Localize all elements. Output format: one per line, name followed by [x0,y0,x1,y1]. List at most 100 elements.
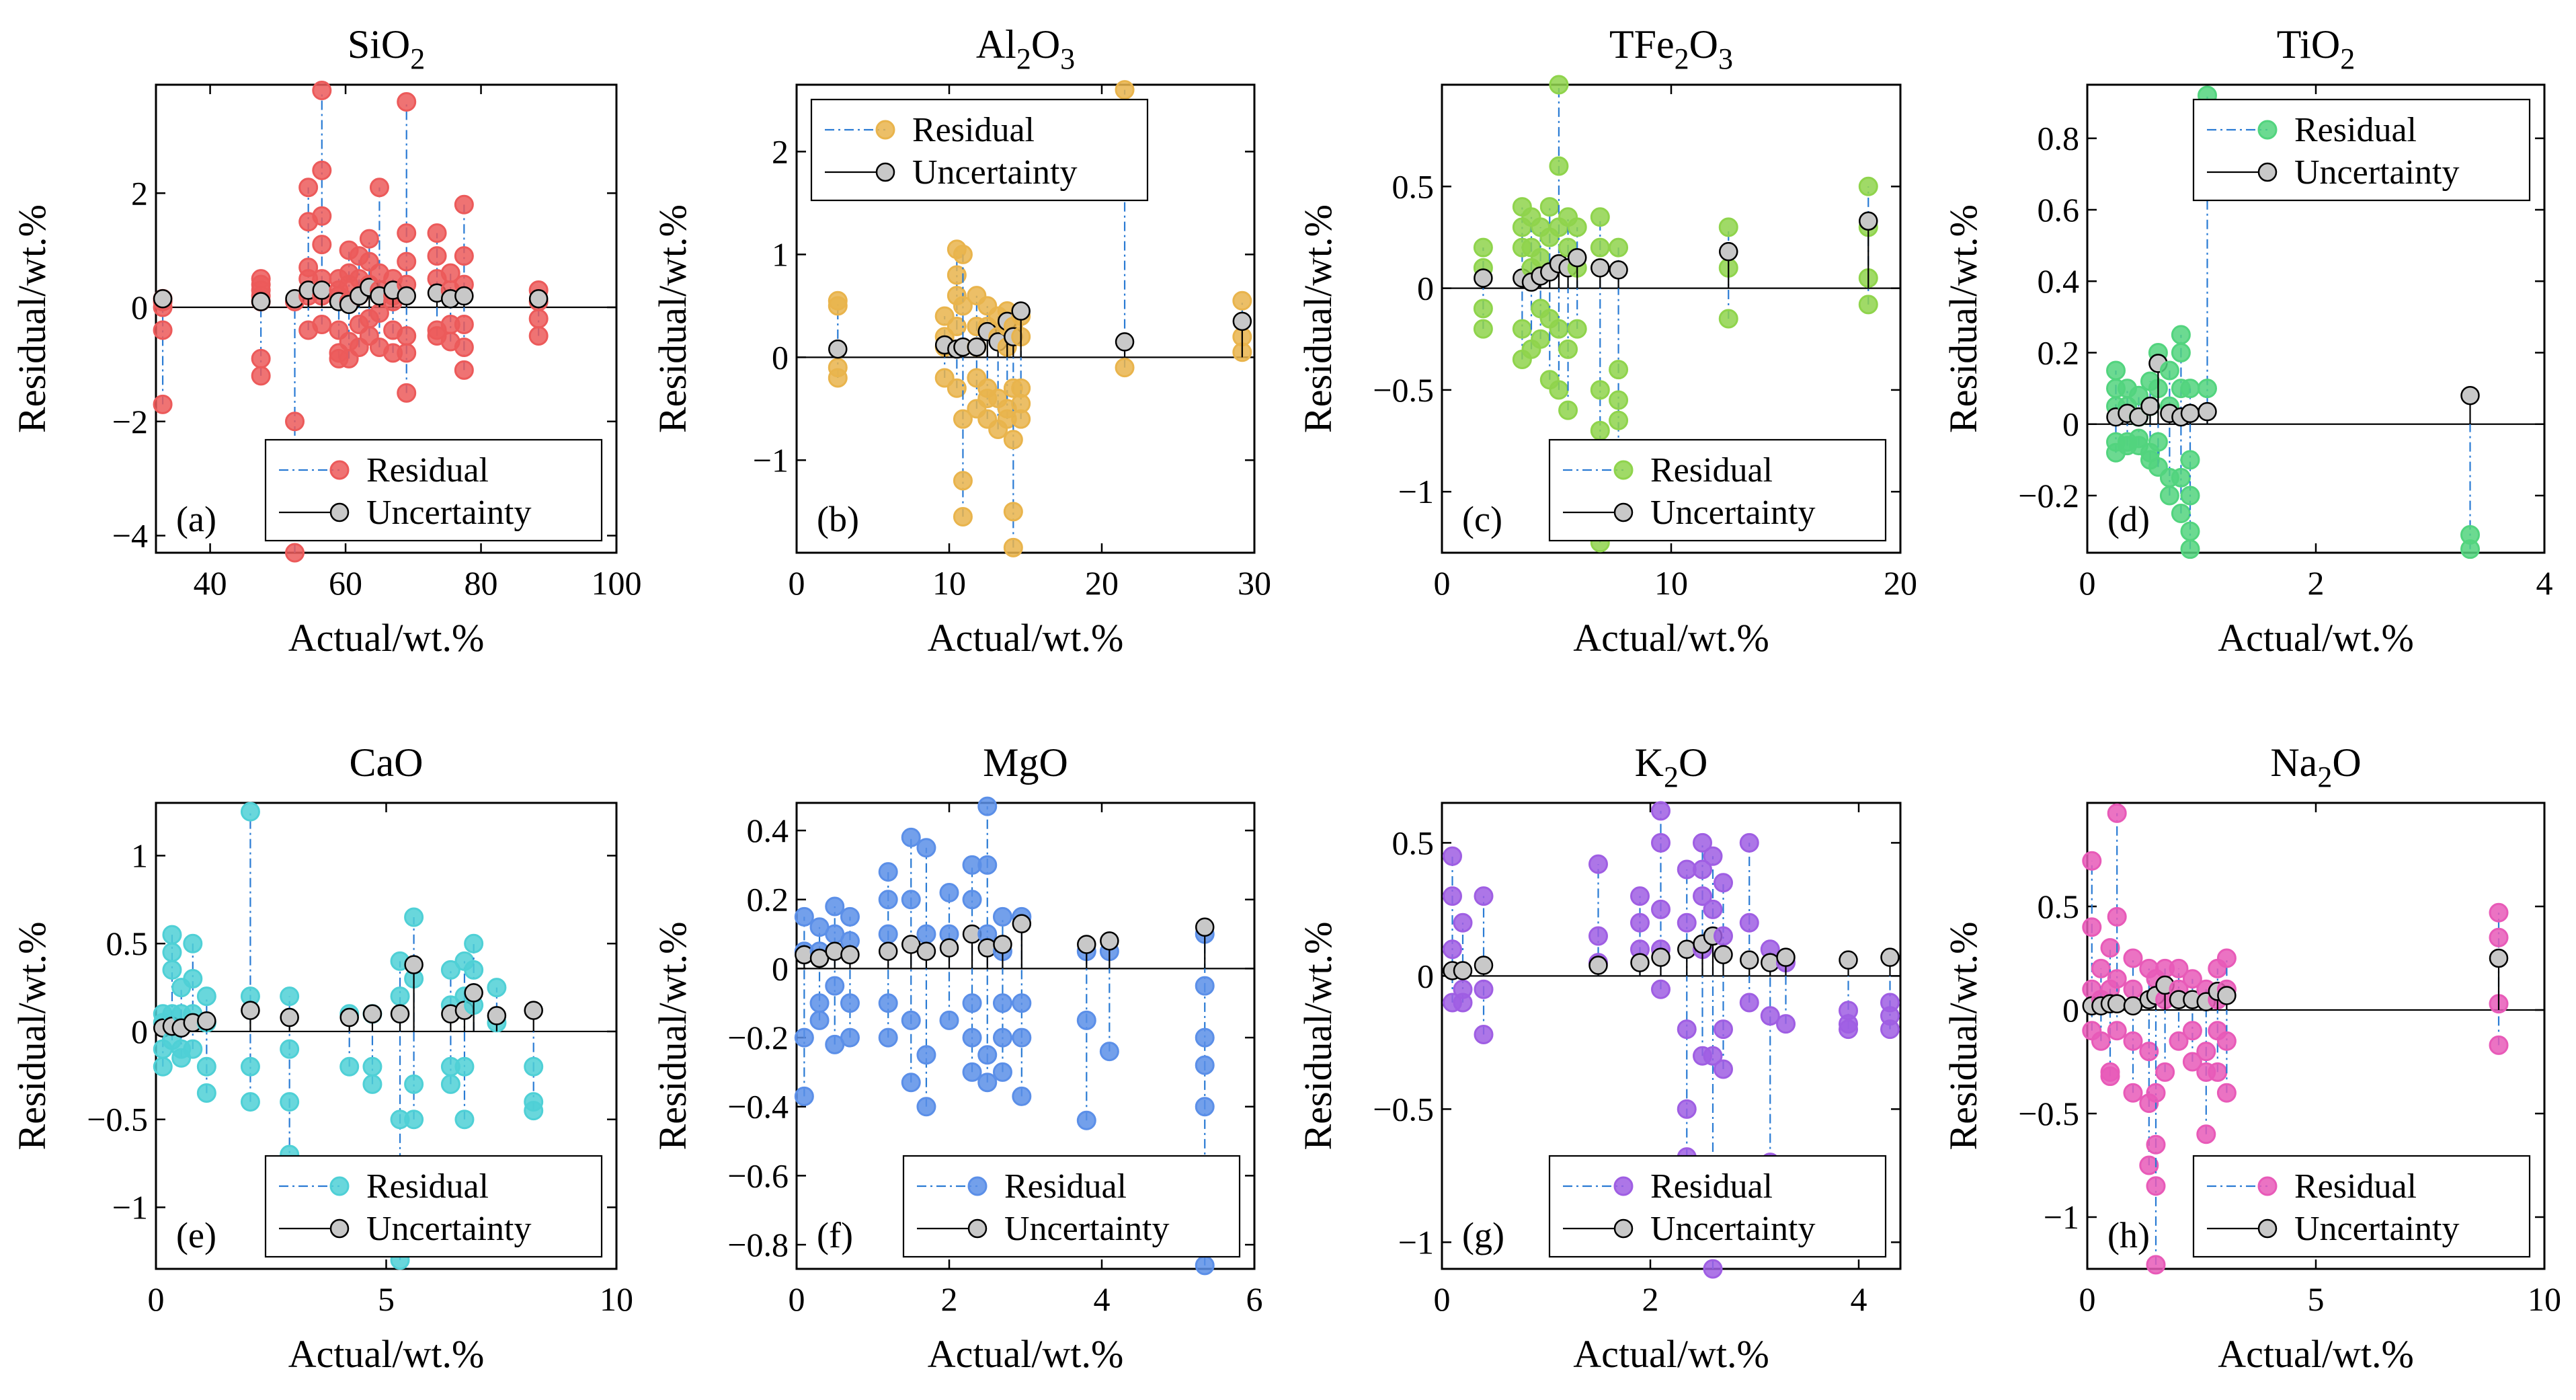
residual-point [2182,1021,2202,1041]
uncertainty-point [241,1001,260,1020]
uncertainty-point [916,941,936,961]
residual-point [840,906,860,927]
residual-point [1651,899,1671,919]
legend-residual-label: Residual [2294,1167,2417,1206]
y-tick-label: 0 [772,949,789,987]
residual-point [2196,1124,2216,1144]
x-axis-label: Actual/wt.% [1573,616,1769,660]
uncertainty-point [397,286,416,306]
residual-point [359,229,379,249]
panel-c: 0 10 20 −1 −0.5 0 0.5 TFe2O3 Actual/wt.% Residual… [1296,22,1917,660]
residual-point [947,316,967,336]
residual-point [1609,237,1629,258]
residual-point [312,314,332,334]
y-tick-label: 0 [2062,991,2079,1029]
residual-point [528,309,549,329]
residual-point [298,178,319,198]
residual-point [280,1092,300,1112]
residual-point [1760,1006,1780,1026]
legend-box [2192,1155,2531,1258]
residual-point [2107,1021,2127,1041]
title-text: SiO [348,22,410,67]
residual-point [2123,1083,2143,1103]
residual-point [992,1027,1012,1048]
residual-point [440,960,460,980]
residual-point [312,80,332,100]
residual-point [947,265,967,285]
residual-point [1531,329,1551,349]
title-text: TiO [2277,22,2341,67]
residual-point [916,924,936,944]
y-tick-label: 0.5 [1392,824,1435,861]
residual-point [2196,1042,2216,1062]
legend-uncertainty-marker [1613,1218,1634,1239]
uncertainty-point [312,280,332,300]
residual-point [939,882,959,902]
residual-point [1714,873,1733,893]
x-tick-label: 0 [1434,1280,1451,1318]
residual-point [2216,1083,2237,1103]
panel-f: 0 2 4 6 −0.8 −0.6 −0.4 −0.2 0 0.2 0.4 MgO Actual/wt.… [651,740,1263,1376]
legend: Residual Uncertainty [264,1155,603,1258]
residual-point [1003,502,1023,522]
x-tick-label: 80 [465,564,498,602]
x-tick-label: 0 [1434,564,1451,602]
y-tick-label: 0.2 [2038,334,2080,371]
legend-uncertainty-marker [875,162,895,182]
residual-point [2171,325,2191,345]
uncertainty-point [251,292,271,311]
uncertainty-point [487,1006,507,1025]
residual-point [878,1027,898,1048]
x-tick-label: 0 [148,1280,165,1318]
residual-point [2180,521,2200,541]
residual-point [794,1086,814,1106]
y-tick-label: 2 [772,132,789,170]
residual-point [1099,1042,1119,1062]
uncertainty-point [1776,947,1796,967]
legend-uncertainty-marker [2257,1218,2278,1239]
residual-point [524,1101,544,1121]
panel-title: CaO [350,740,424,785]
residual-point [1443,939,1462,960]
residual-point [2146,1134,2166,1155]
residual-point [285,543,305,563]
legend-uncertainty-marker [329,1218,350,1239]
residual-point [2169,1031,2189,1051]
title-text: O [1031,22,1060,67]
residual-point [1474,979,1494,999]
title-text: Na [2270,740,2317,785]
y-tick-label: 0.5 [106,925,149,962]
y-tick-label: −1 [1398,473,1434,510]
residual-point [1630,886,1650,906]
residual-point [1474,1025,1494,1045]
residual-point [2148,432,2168,452]
uncertainty-point [197,1011,216,1031]
residual-point [2198,379,2217,399]
y-tick-label: 0 [131,1013,148,1050]
x-tick-label: 10 [1654,564,1688,602]
legend-residual-marker [1613,460,1634,480]
residual-point [2171,504,2191,524]
y-tick-label: 0 [2062,405,2079,443]
uncertainty-point [1195,917,1215,937]
residual-point [992,906,1012,927]
residual-point [992,1062,1012,1082]
residual-point [404,1074,424,1094]
y-axis-label: Residual/wt.% [651,922,694,1151]
y-tick-label: 0.4 [747,812,789,849]
residual-point [939,1010,959,1030]
residual-point [454,1056,475,1077]
residual-point [1630,912,1650,933]
residual-point [312,235,332,255]
residual-point [1011,393,1031,414]
residual-point [953,409,973,429]
axes-box [795,83,1256,554]
residual-point [1549,380,1569,400]
residual-point [953,471,973,491]
residual-point [2489,927,2509,947]
residual-point [528,325,549,346]
panel-label: (b) [817,499,859,539]
residual-point [1549,156,1569,176]
legend-residual-marker [329,1176,350,1196]
x-tick-label: 20 [1884,564,1917,602]
